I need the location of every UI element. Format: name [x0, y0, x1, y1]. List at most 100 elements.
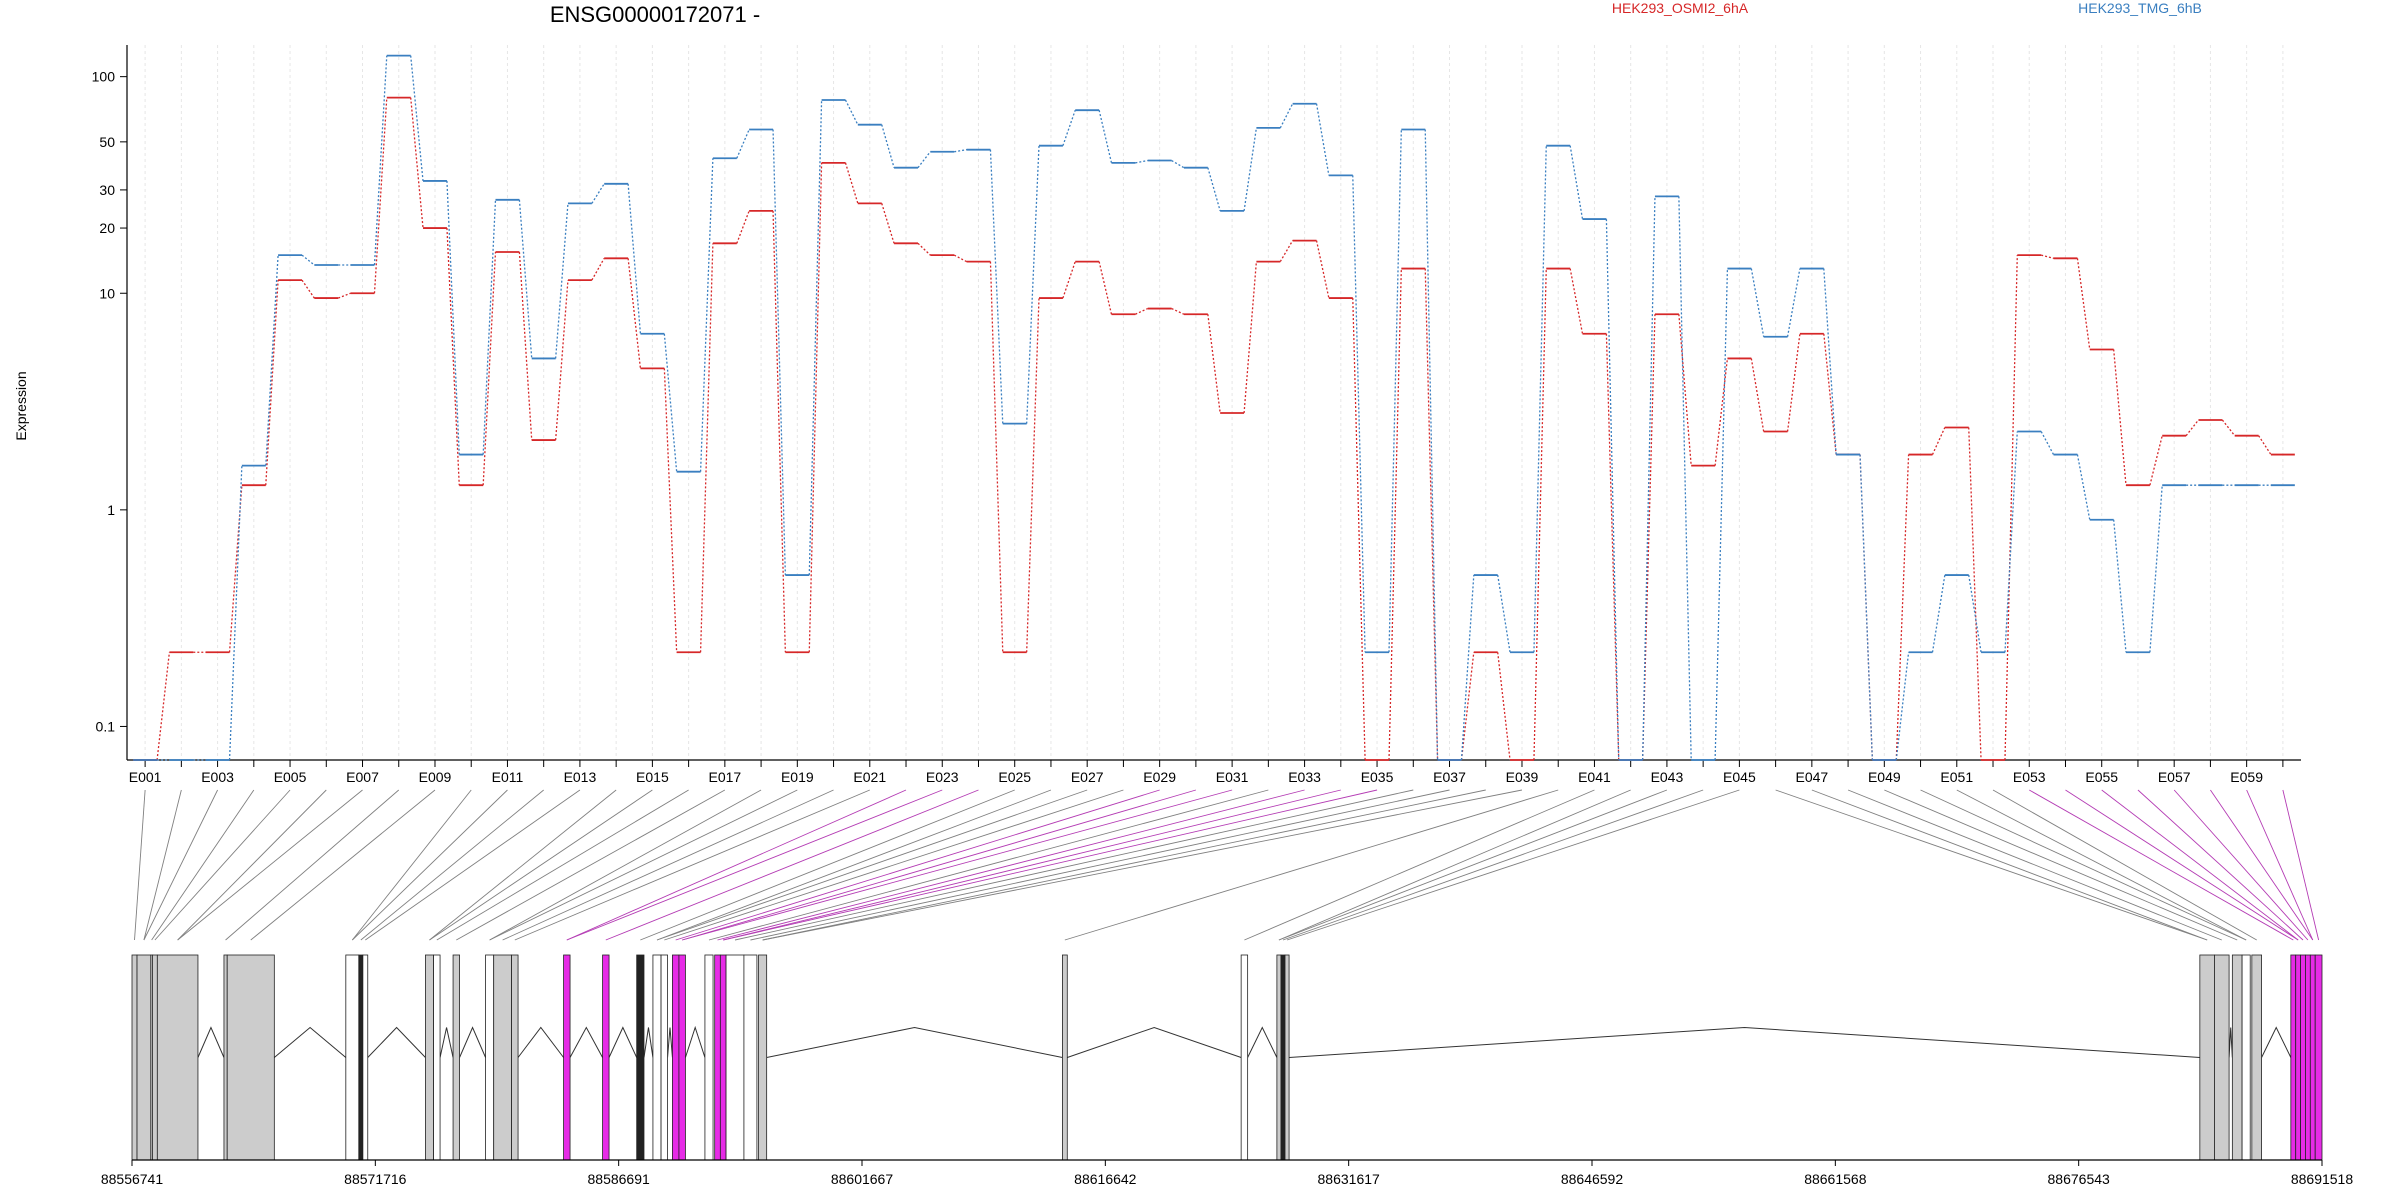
exon-connector	[656, 789, 1052, 941]
intron-line	[367, 1026, 426, 1058]
x-tick-label: E025	[998, 769, 1031, 785]
y-tick-label: 50	[99, 134, 115, 150]
genomic-tick-label: 88631617	[1318, 1171, 1381, 1187]
expression-connector	[1714, 358, 1729, 466]
x-tick-label: E035	[1361, 769, 1394, 785]
exon-connector	[656, 789, 1088, 941]
expression-connector	[1714, 268, 1729, 761]
exon-connector	[1244, 789, 1595, 941]
expression-connector	[1026, 298, 1040, 653]
exon-box	[152, 954, 158, 1161]
expression-connector	[2185, 419, 2199, 437]
exon-box	[452, 954, 460, 1161]
exon-connector	[2246, 789, 2314, 941]
expression-connector	[410, 97, 424, 229]
expression-connector	[1605, 333, 1620, 761]
expression-connector	[373, 97, 388, 294]
exon-connector	[640, 789, 1015, 941]
exon-connector	[2065, 789, 2299, 941]
expression-connector	[2149, 435, 2163, 486]
x-tick-label: E039	[1506, 769, 1539, 785]
series-HEK293_TMG_6hB	[133, 54, 2295, 761]
expression-connector	[1823, 268, 1837, 455]
expression-connector	[808, 100, 823, 576]
y-axis-label: Expression	[13, 371, 29, 440]
intron-line	[517, 1026, 564, 1058]
intron-line	[667, 1027, 673, 1058]
exon-connector	[250, 789, 436, 941]
expression-connector	[1207, 167, 1221, 212]
exon-connector	[1775, 789, 2208, 941]
exon-box	[345, 954, 360, 1161]
exon-box	[2314, 954, 2323, 1161]
plot-axes: 0.1 1 10 20 30 50 100 E001 E003 E005 E007 E009 E011 E…	[92, 45, 2301, 785]
exon-box	[1280, 954, 1286, 1161]
expression-connector	[2004, 431, 2018, 653]
expression-connector	[881, 203, 895, 244]
intron-line	[766, 1026, 1063, 1058]
exon-box	[2295, 954, 2301, 1161]
exon-connector	[177, 789, 327, 941]
exon-box	[1284, 954, 1290, 1161]
genomic-tick-label: 88571716	[344, 1171, 407, 1187]
exon-connector	[717, 789, 1305, 941]
genomic-tick-label: 88616642	[1074, 1171, 1137, 1187]
exon-connector	[566, 789, 943, 941]
expression-connector	[1678, 196, 1692, 761]
expression-connector	[518, 199, 533, 359]
intron-line	[608, 1026, 638, 1058]
genomic-tick-label: 88556741	[101, 1171, 164, 1187]
exon-box	[704, 954, 714, 1161]
exon-connector	[177, 789, 363, 941]
expression-connector	[1388, 268, 1402, 761]
expression-connector	[301, 254, 315, 266]
expression-connector	[1823, 333, 1837, 455]
intron-line	[2228, 1027, 2233, 1058]
exon-connector	[502, 789, 834, 941]
expression-connector	[2040, 431, 2055, 455]
exon-connector	[134, 789, 146, 941]
expression-connector	[1279, 240, 1294, 262]
exon-connector	[1920, 789, 2247, 941]
exon-connector	[2210, 789, 2314, 941]
exon-connector	[154, 789, 291, 941]
exon-box	[2300, 954, 2306, 1161]
expression-connector	[1786, 268, 1801, 337]
intron-line	[439, 1027, 454, 1058]
expression-connector	[808, 162, 823, 653]
exon-connector	[750, 789, 1450, 941]
x-tick-label: E005	[274, 769, 307, 785]
expression-connector	[736, 210, 750, 244]
x-tick-label: E047	[1795, 769, 1828, 785]
x-tick-label: E043	[1651, 769, 1684, 785]
exon-connector	[1278, 789, 1631, 941]
exon-box	[2241, 954, 2251, 1161]
expression-connector	[1279, 103, 1294, 129]
expression-connector	[1315, 240, 1330, 299]
expression-connector	[917, 151, 931, 169]
exon-connector	[723, 789, 1341, 941]
vertical-gridlines	[144, 45, 2284, 760]
exon-connector	[682, 789, 1197, 941]
expression-connector	[2076, 454, 2091, 520]
x-tick-label: E009	[419, 769, 452, 785]
exon-connector	[605, 789, 979, 941]
exon-connector	[1286, 789, 1740, 941]
expression-connector	[663, 368, 678, 653]
expression-connector	[1859, 454, 1874, 761]
expression-connector	[446, 228, 460, 486]
expression-connector	[228, 465, 243, 761]
exon-box	[758, 954, 768, 1161]
y-tick-label: 100	[92, 69, 116, 85]
exon-connector	[2101, 789, 2299, 941]
exon-connector	[352, 789, 508, 941]
expression-connector	[989, 261, 1004, 653]
expression-connector	[736, 129, 750, 159]
expression-connector	[1533, 268, 1547, 761]
x-tick-label: E031	[1216, 769, 1249, 785]
gene-model-track	[131, 954, 2323, 1161]
expression-connector	[663, 333, 678, 472]
exon-box	[358, 954, 364, 1161]
exon-connector	[1992, 789, 2257, 941]
